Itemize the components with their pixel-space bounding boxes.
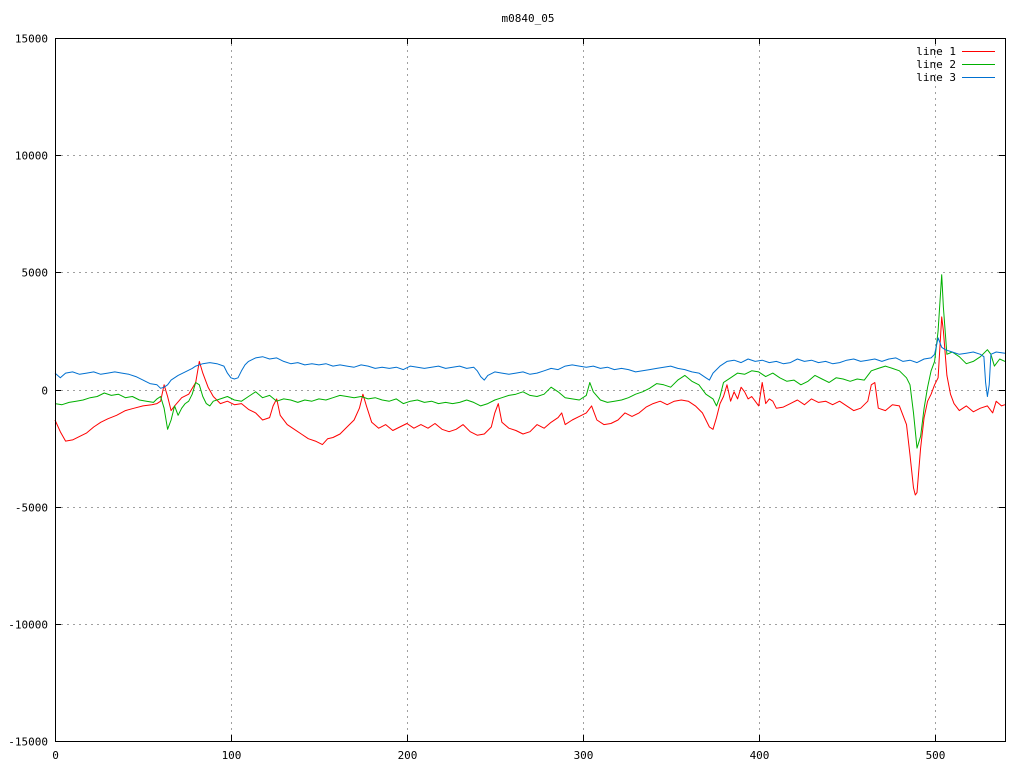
x-tick-label: 0 [52,749,59,762]
y-tick-label: -10000 [8,619,48,632]
y-tick-labels: -15000 -10000 -5000 0 5000 10000 15000 [8,33,48,749]
chart-title: m0840_05 [502,12,555,25]
series-line-1 [54,316,1006,496]
x-tick-label: 200 [398,749,418,762]
legend-label: line 3 [916,71,956,84]
axis-ticks [55,38,1005,742]
y-tick-label: 10000 [15,150,48,163]
x-tick-label: 100 [222,749,242,762]
x-tick-label: 400 [750,749,770,762]
series-group [54,274,1006,496]
x-tick-label: 300 [574,749,594,762]
series-line-3 [54,337,1006,397]
x-tick-labels: 0 100 200 300 400 500 [52,749,945,762]
legend-label: line 2 [916,58,956,71]
y-tick-label: -15000 [8,736,48,749]
series-line-2 [54,274,1006,449]
y-tick-label: 15000 [15,33,48,46]
x-tick-label: 500 [926,749,946,762]
y-tick-label: 5000 [22,267,49,280]
legend-label: line 1 [916,45,956,58]
y-tick-label: -5000 [15,502,48,515]
y-tick-label: 0 [41,385,48,398]
grid [55,38,1005,741]
